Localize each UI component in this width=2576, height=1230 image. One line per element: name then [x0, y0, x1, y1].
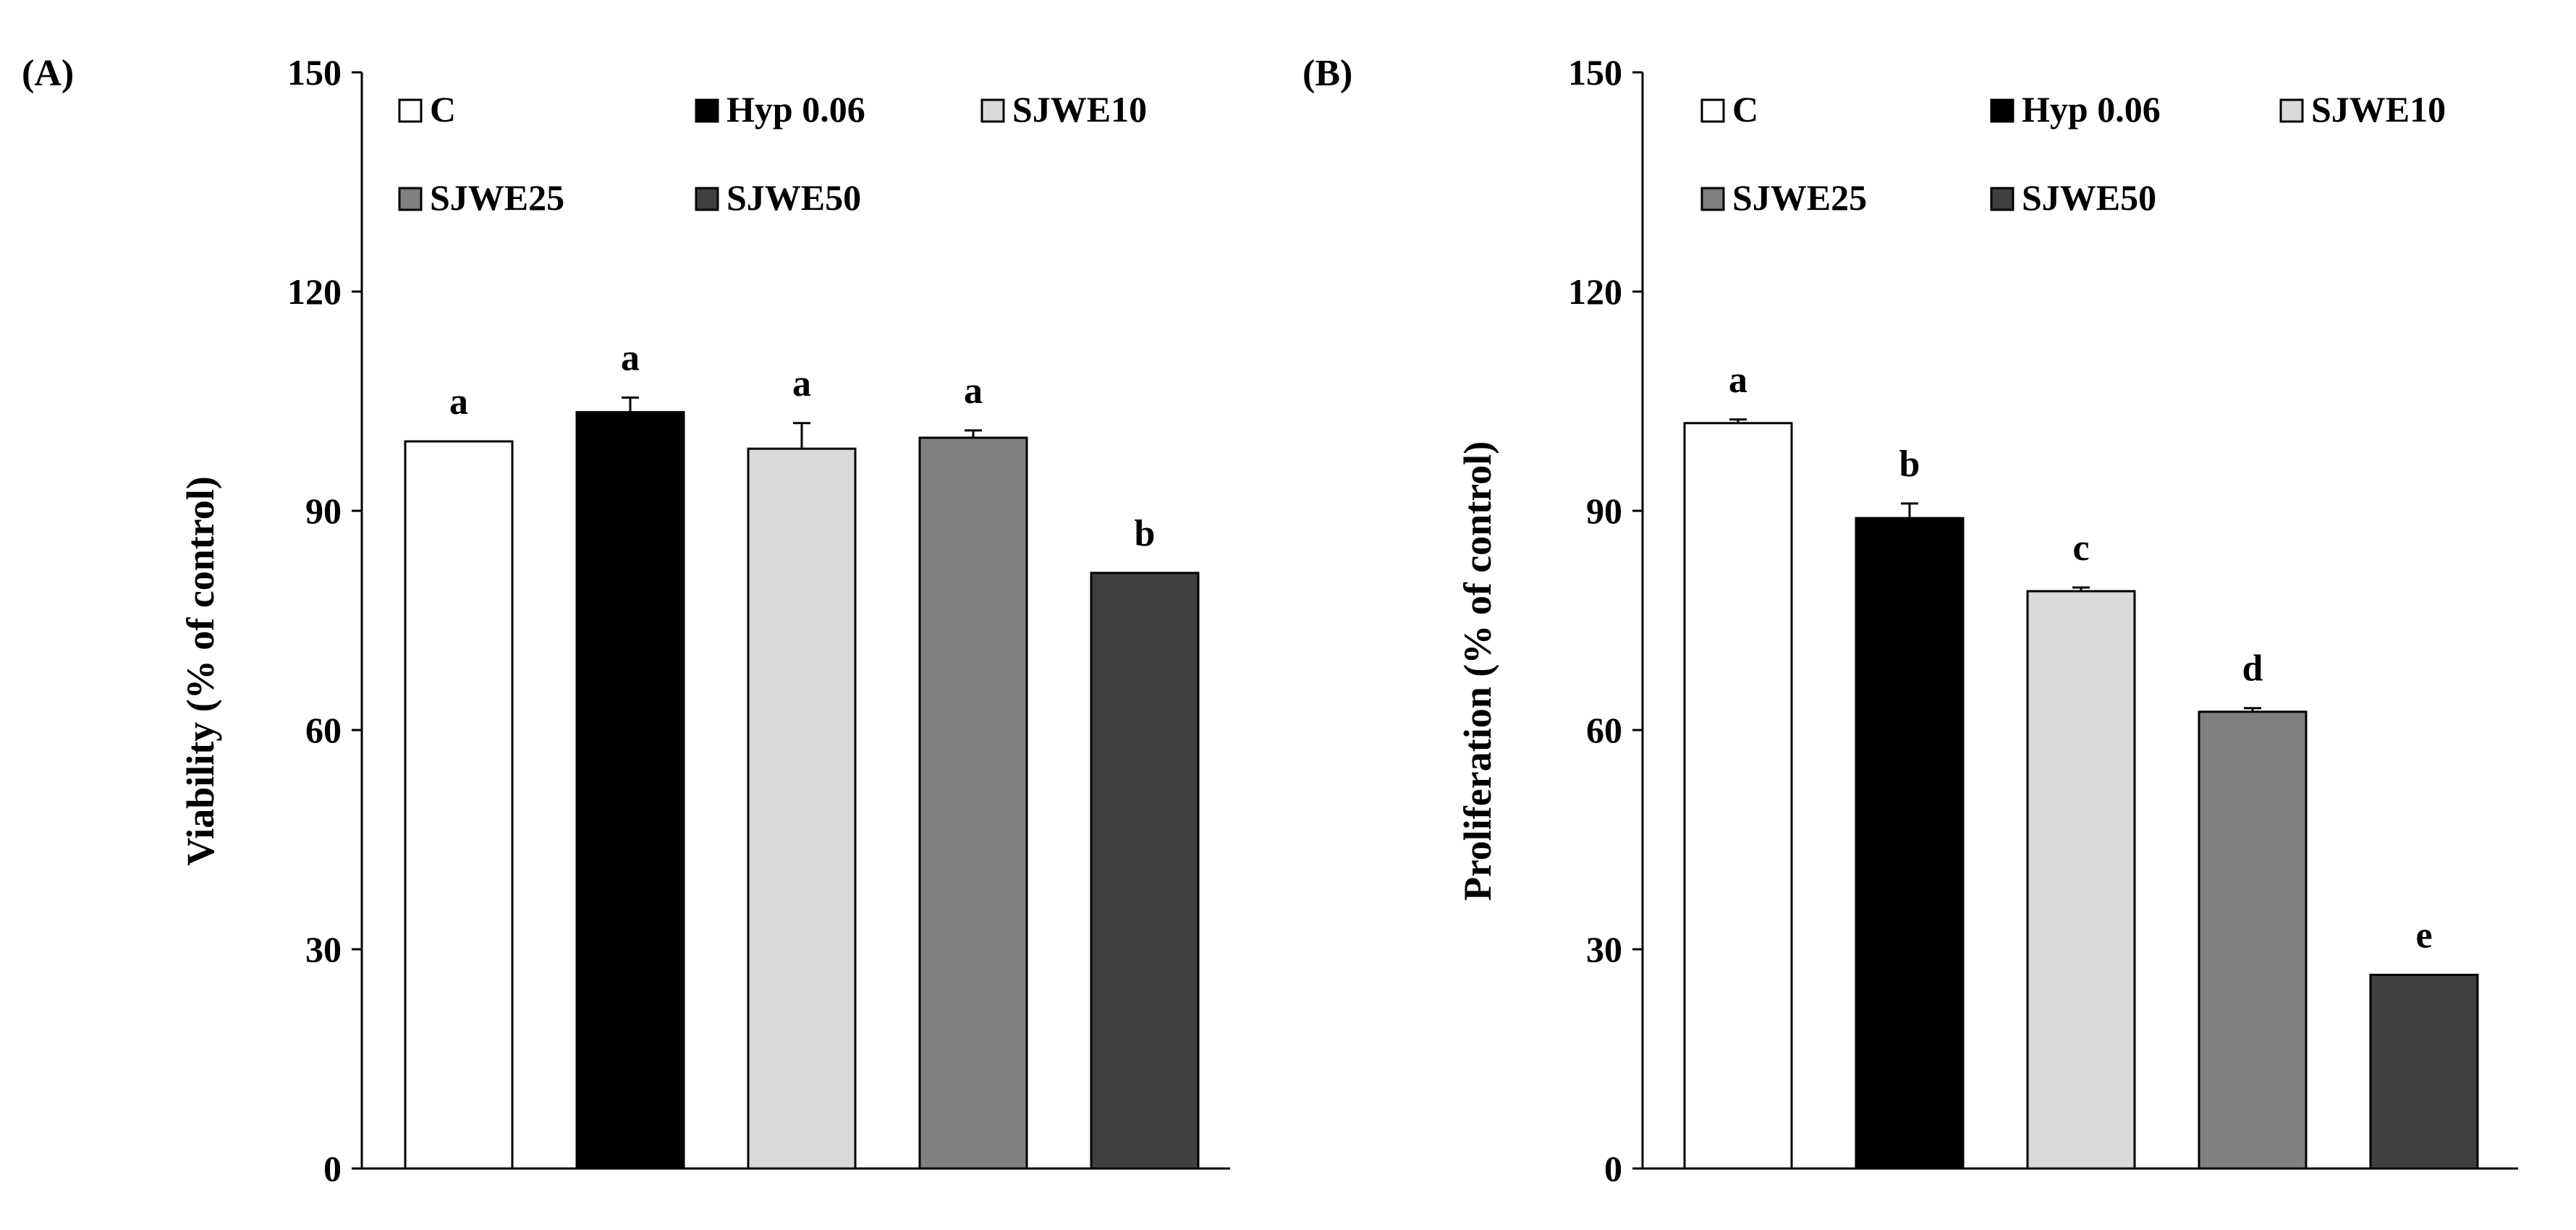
legend-label: C — [1732, 89, 1758, 130]
legend-label: Hyp 0.06 — [726, 89, 865, 130]
legend-swatch — [1700, 187, 1725, 211]
panel-label: (B) — [1302, 53, 1352, 94]
y-tick-label: 60 — [305, 710, 342, 750]
y-axis-label: Viability (% of control) — [179, 476, 222, 865]
legend-label: SJWE50 — [726, 177, 861, 218]
bar-sjwe50 — [2369, 973, 2479, 1170]
legend-label: SJWE50 — [2022, 177, 2156, 218]
legend-label: SJWE25 — [1732, 177, 1867, 218]
significance-letter: a — [792, 363, 811, 404]
significance-letter: d — [2242, 648, 2263, 690]
legend-swatch — [398, 187, 423, 211]
significance-letter: a — [964, 370, 983, 412]
bar-c — [404, 440, 514, 1170]
bar-sjwe10 — [747, 447, 857, 1170]
legend-label: SJWE10 — [2311, 89, 2446, 130]
legend-label: SJWE10 — [1012, 89, 1147, 130]
bar-sjwe25 — [918, 436, 1028, 1170]
bar-sjwe50 — [1090, 572, 1200, 1170]
y-tick-label: 150 — [1568, 52, 1622, 93]
legend-label: C — [430, 89, 456, 130]
significance-letter: a — [449, 381, 468, 423]
legend-label: SJWE25 — [430, 177, 564, 218]
y-axis-label: Proliferation (% of control) — [1456, 441, 1499, 901]
legend-swatch — [2279, 98, 2304, 123]
legend-swatch — [1990, 98, 2014, 123]
y-tick-label: 0 — [1604, 1148, 1622, 1189]
significance-letter: e — [2415, 915, 2432, 956]
significance-letter: a — [1729, 360, 1747, 401]
legend-label: Hyp 0.06 — [2022, 89, 2161, 130]
significance-letter: c — [2072, 527, 2089, 569]
significance-letter: b — [1899, 444, 1920, 485]
bar-hyp-0-06 — [575, 411, 685, 1170]
bar-hyp-0-06 — [1855, 517, 1965, 1170]
legend-swatch — [1700, 98, 1725, 123]
significance-letter: b — [1135, 513, 1156, 554]
legend-swatch — [980, 98, 1005, 123]
legend-swatch — [695, 98, 719, 123]
bar-sjwe10 — [2026, 590, 2136, 1170]
y-tick-label: 30 — [305, 929, 342, 970]
legend-swatch — [1990, 187, 2014, 211]
legend-swatch — [695, 187, 719, 211]
significance-letter: a — [621, 337, 640, 378]
legend-swatch — [398, 98, 423, 123]
y-tick-label: 90 — [1586, 491, 1622, 531]
bar-sjwe25 — [2198, 711, 2308, 1170]
panel-label: (A) — [22, 53, 74, 94]
y-tick-label: 30 — [1586, 929, 1622, 970]
y-tick-label: 120 — [287, 271, 342, 312]
y-tick-label: 120 — [1568, 271, 1622, 312]
y-tick-label: 0 — [323, 1148, 342, 1189]
bar-c — [1683, 422, 1793, 1170]
y-tick-label: 90 — [305, 491, 342, 531]
y-tick-label: 60 — [1586, 710, 1622, 750]
y-tick-label: 150 — [287, 52, 342, 93]
